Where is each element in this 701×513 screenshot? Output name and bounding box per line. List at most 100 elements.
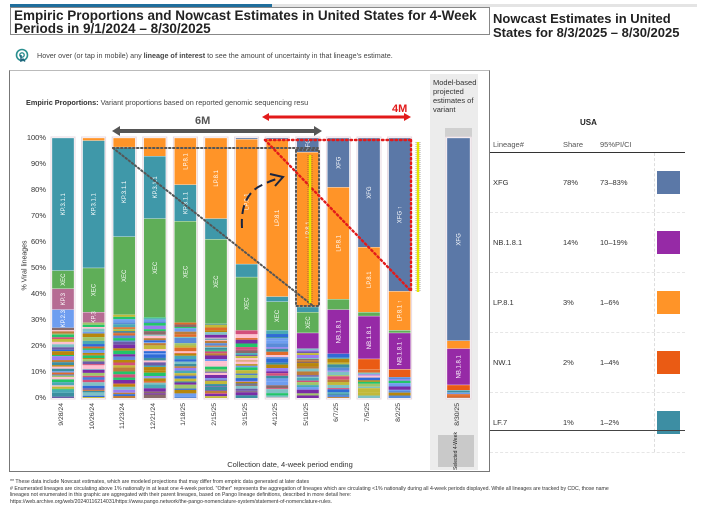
bar-segment-other[interactable] bbox=[143, 317, 166, 319]
bar-segment-other[interactable] bbox=[174, 336, 197, 339]
bar-segment-other[interactable] bbox=[143, 372, 166, 377]
bar-segment-other[interactable] bbox=[143, 342, 166, 344]
bar-segment-other[interactable] bbox=[358, 374, 380, 376]
bar-segment-other[interactable] bbox=[358, 380, 380, 382]
bar-segment-other[interactable] bbox=[82, 395, 105, 398]
bar-segment-other[interactable] bbox=[143, 388, 166, 392]
bar-segment-other[interactable] bbox=[205, 339, 227, 341]
bar-segment-other[interactable] bbox=[358, 377, 380, 381]
bar-segment-other[interactable] bbox=[327, 397, 350, 398]
bar-segment-other[interactable] bbox=[235, 384, 258, 386]
bar-segment-other[interactable] bbox=[266, 381, 289, 386]
bar-segment-other[interactable] bbox=[235, 360, 258, 362]
bar-segment-other[interactable] bbox=[327, 393, 350, 395]
bar-segment-other[interactable] bbox=[82, 377, 105, 379]
bar-segment-other[interactable] bbox=[174, 324, 197, 328]
bar-segment-other[interactable] bbox=[327, 367, 350, 371]
bar-segment-other[interactable] bbox=[82, 352, 105, 355]
bar-segment-other[interactable] bbox=[296, 350, 319, 352]
bar-segment-kp311[interactable] bbox=[235, 263, 258, 278]
bar-segment-other[interactable] bbox=[143, 331, 166, 335]
bar-segment-kp311[interactable] bbox=[266, 296, 289, 302]
bar-segment-other[interactable] bbox=[82, 372, 105, 376]
bar-segment-other[interactable] bbox=[205, 379, 227, 381]
bar-segment-other[interactable] bbox=[52, 372, 74, 375]
bar-segment-other[interactable] bbox=[82, 390, 105, 393]
bar-segment-other[interactable] bbox=[113, 322, 136, 325]
bar-segment-other[interactable] bbox=[327, 394, 350, 398]
bar-segment-other[interactable] bbox=[113, 341, 136, 345]
bar-segment-other[interactable] bbox=[174, 352, 197, 354]
bar-segment-other[interactable] bbox=[52, 327, 74, 331]
bar-segment-other[interactable] bbox=[205, 345, 227, 347]
bar-segment-other[interactable] bbox=[447, 394, 470, 396]
bar-segment-other[interactable] bbox=[143, 338, 166, 341]
bar-segment-other[interactable] bbox=[143, 362, 166, 366]
bar-segment-other[interactable] bbox=[113, 329, 136, 332]
bar-segment-other[interactable] bbox=[327, 358, 350, 363]
bar-segment-other[interactable] bbox=[296, 366, 319, 369]
bar-segment-other[interactable] bbox=[235, 347, 258, 350]
bar-segment-other[interactable] bbox=[235, 370, 258, 374]
bar-segment-other[interactable] bbox=[296, 387, 319, 390]
bar-segment-other[interactable] bbox=[235, 361, 258, 365]
bar-segment-other[interactable] bbox=[52, 351, 74, 356]
bar-segment-other[interactable] bbox=[52, 341, 74, 345]
bar-segment-other[interactable] bbox=[174, 382, 197, 385]
bar-segment-other[interactable] bbox=[327, 362, 350, 365]
bar-segment-other[interactable] bbox=[82, 368, 105, 370]
bar-segment-other[interactable] bbox=[113, 377, 136, 380]
bar-segment-other[interactable] bbox=[113, 328, 136, 330]
bar-segment-other[interactable] bbox=[174, 334, 197, 337]
bar-segment-other[interactable] bbox=[52, 377, 74, 380]
bar-segment-other[interactable] bbox=[296, 368, 319, 372]
bar-segment-other[interactable] bbox=[205, 393, 227, 395]
bar-segment-other[interactable] bbox=[82, 385, 105, 389]
bar-segment-other[interactable] bbox=[174, 351, 197, 353]
bar-segment-other[interactable] bbox=[235, 392, 258, 396]
bar-segment-other[interactable] bbox=[52, 365, 74, 367]
bar-segment-other[interactable] bbox=[266, 355, 289, 358]
bar-segment-other[interactable] bbox=[174, 375, 197, 377]
bar-segment-other[interactable] bbox=[143, 370, 166, 373]
bar-segment-other[interactable] bbox=[266, 364, 289, 369]
bar-segment-other[interactable] bbox=[388, 379, 411, 381]
bar-segment-other[interactable] bbox=[113, 379, 136, 384]
bar-segment-other[interactable] bbox=[205, 338, 227, 340]
bar-segment-other[interactable] bbox=[296, 351, 319, 354]
bar-segment-other[interactable] bbox=[113, 362, 136, 366]
bar-segment-other[interactable] bbox=[143, 394, 166, 398]
bar-segment-other[interactable] bbox=[113, 392, 136, 395]
bar-segment-other[interactable] bbox=[327, 379, 350, 382]
bar-segment-other[interactable] bbox=[82, 327, 105, 329]
bar-segment-kp311[interactable] bbox=[296, 306, 319, 313]
bar-segment-other[interactable] bbox=[296, 377, 319, 381]
bar-segment-other[interactable] bbox=[235, 338, 258, 340]
bar-segment-other[interactable] bbox=[174, 373, 197, 376]
bar-segment-other[interactable] bbox=[82, 346, 105, 349]
bar-segment-other[interactable] bbox=[174, 343, 197, 346]
bar-segment-other[interactable] bbox=[205, 366, 227, 370]
table-row[interactable]: NB.1.8.1 14% 10–19% bbox=[490, 213, 685, 273]
bar-segment-other[interactable] bbox=[266, 371, 289, 374]
bar-segment-other[interactable] bbox=[82, 379, 105, 383]
bar-segment-other[interactable] bbox=[235, 364, 258, 366]
bar-segment-other[interactable] bbox=[266, 373, 289, 376]
bar-segment-other[interactable] bbox=[82, 375, 105, 378]
bar-segment-other[interactable] bbox=[113, 319, 136, 321]
bar-segment-other[interactable] bbox=[174, 338, 197, 341]
bar-segment-other[interactable] bbox=[358, 395, 380, 398]
bar-segment-other[interactable] bbox=[235, 334, 258, 339]
bar-segment-other[interactable] bbox=[205, 324, 227, 328]
bar-segment-other[interactable] bbox=[235, 374, 258, 379]
bar-segment-lf7[interactable] bbox=[446, 390, 471, 393]
bar-segment-other[interactable] bbox=[174, 361, 197, 365]
bar-segment-other[interactable] bbox=[327, 357, 350, 359]
bar-segment-other[interactable] bbox=[52, 379, 74, 383]
bar-segment-other[interactable] bbox=[327, 371, 350, 376]
bar-segment-other[interactable] bbox=[113, 386, 136, 390]
table-row[interactable]: XFG 78% 73–83% bbox=[490, 153, 685, 213]
bar-segment-other[interactable] bbox=[143, 345, 166, 350]
bar-segment-other[interactable] bbox=[358, 381, 380, 384]
bar-segment-other[interactable] bbox=[52, 362, 74, 366]
